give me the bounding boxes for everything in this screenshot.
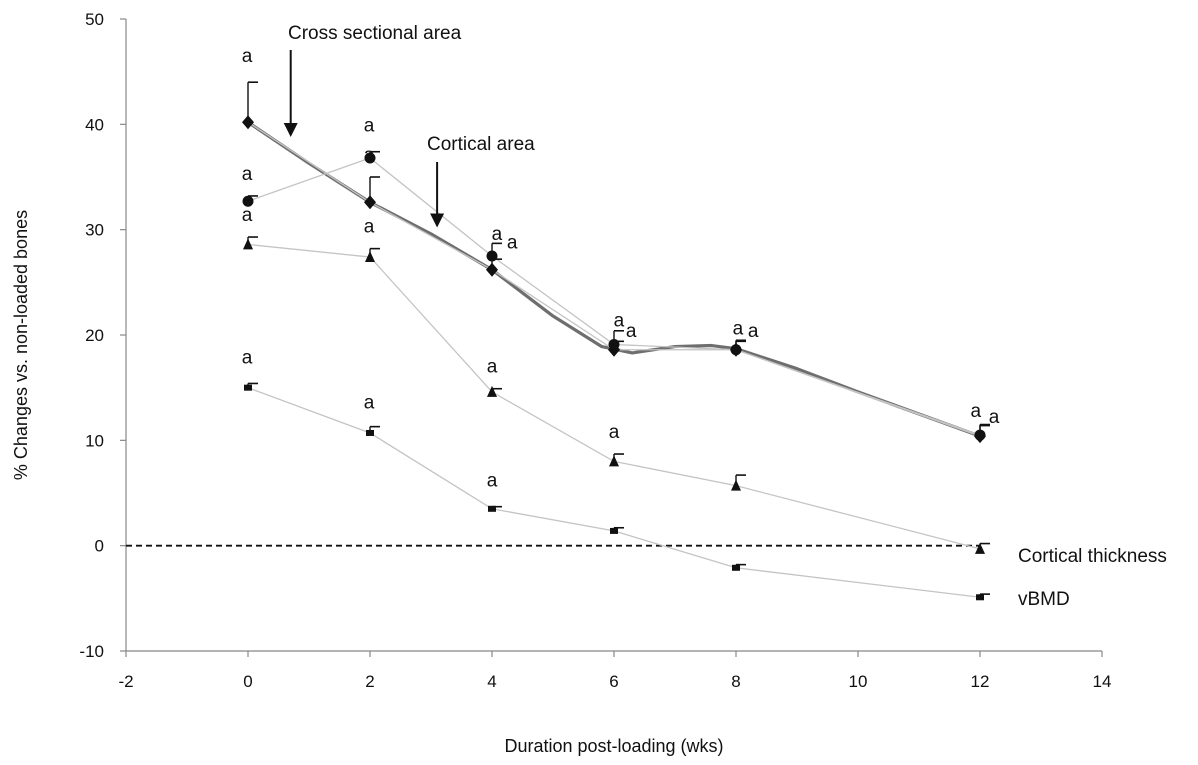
annotation-arrow-head [283, 122, 298, 137]
y-tick-label: 40 [85, 115, 104, 134]
data-point-marker [975, 542, 985, 554]
data-point-marker [610, 527, 618, 534]
x-tick-label: 8 [731, 672, 740, 691]
axes-layer: -10 0 10 20 30 40 50 -2 0 2 4 6 8 10 12 14 [79, 10, 1111, 691]
data-point-marker [732, 564, 740, 571]
significance-label: a [507, 232, 518, 253]
significance-label: a [487, 357, 498, 378]
significance-label: a [364, 145, 375, 166]
significance-label: a [733, 319, 744, 340]
data-point-marker [242, 195, 254, 207]
data-point-marker [730, 344, 742, 356]
significance-label: a [364, 116, 375, 137]
significance-label: a [364, 393, 375, 414]
data-point-marker [242, 115, 254, 130]
data-point-marker [243, 238, 253, 250]
data-point-marker [364, 195, 376, 210]
series-line [247, 387, 981, 598]
x-tick-label: 6 [609, 672, 618, 691]
x-tick-label: 10 [849, 672, 868, 691]
data-point-marker [609, 455, 619, 467]
significance-label: a [614, 310, 625, 331]
y-tick-label: -10 [79, 642, 104, 661]
y-tick-label: 30 [85, 221, 104, 240]
annotation-cross-sectional-area: Cross sectional area [288, 23, 462, 44]
data-point-marker [488, 505, 496, 512]
y-tick-label: 10 [85, 431, 104, 450]
data-point-marker [486, 262, 498, 277]
x-tick-label: -2 [118, 672, 133, 691]
x-tick-label: 4 [487, 672, 496, 691]
data-point-marker [486, 250, 498, 262]
x-tick-label: 0 [243, 672, 252, 691]
series-line [247, 243, 981, 550]
data-point-marker [974, 429, 986, 441]
x-tick-label: 12 [971, 672, 990, 691]
significance-label: a [748, 321, 759, 342]
significance-label: a [242, 164, 253, 185]
annotation-cortical-area: Cortical area [427, 134, 535, 155]
trend-line [247, 120, 981, 438]
y-axis-title: % Changes vs. non-loaded bones [11, 210, 31, 480]
significance-label: a [487, 471, 498, 492]
x-axis-title: Duration post-loading (wks) [504, 736, 723, 756]
significance-label: a [989, 407, 1000, 428]
series-line [247, 157, 981, 436]
x-tick-label: 14 [1093, 672, 1112, 691]
annotation-vbmd: vBMD [1018, 589, 1070, 610]
significance-label: a [242, 205, 253, 226]
significance-label: a [242, 347, 253, 368]
significance-label: a [626, 321, 637, 342]
data-point-marker [731, 479, 741, 491]
significance-label: a [492, 224, 503, 245]
data-point-marker [365, 251, 375, 263]
data-point-marker [244, 384, 252, 391]
data-point-marker [366, 429, 374, 436]
series-layer [242, 81, 990, 601]
annotation-arrow-head [430, 213, 445, 228]
data-point-marker [364, 152, 376, 164]
trend-layer [247, 120, 981, 438]
data-point-marker [487, 385, 497, 397]
significance-label: a [609, 422, 620, 443]
significance-label: a [364, 217, 375, 238]
y-tick-label: 0 [95, 537, 104, 556]
x-tick-label: 2 [365, 672, 374, 691]
significance-label: a [971, 401, 982, 422]
data-point-marker [608, 338, 620, 350]
data-point-marker [976, 594, 984, 601]
series-line [247, 121, 981, 437]
y-tick-label: 50 [85, 10, 104, 29]
y-tick-label: 20 [85, 326, 104, 345]
annotation-cortical-thickness: Cortical thickness [1018, 546, 1167, 567]
significance-label: a [242, 46, 253, 67]
